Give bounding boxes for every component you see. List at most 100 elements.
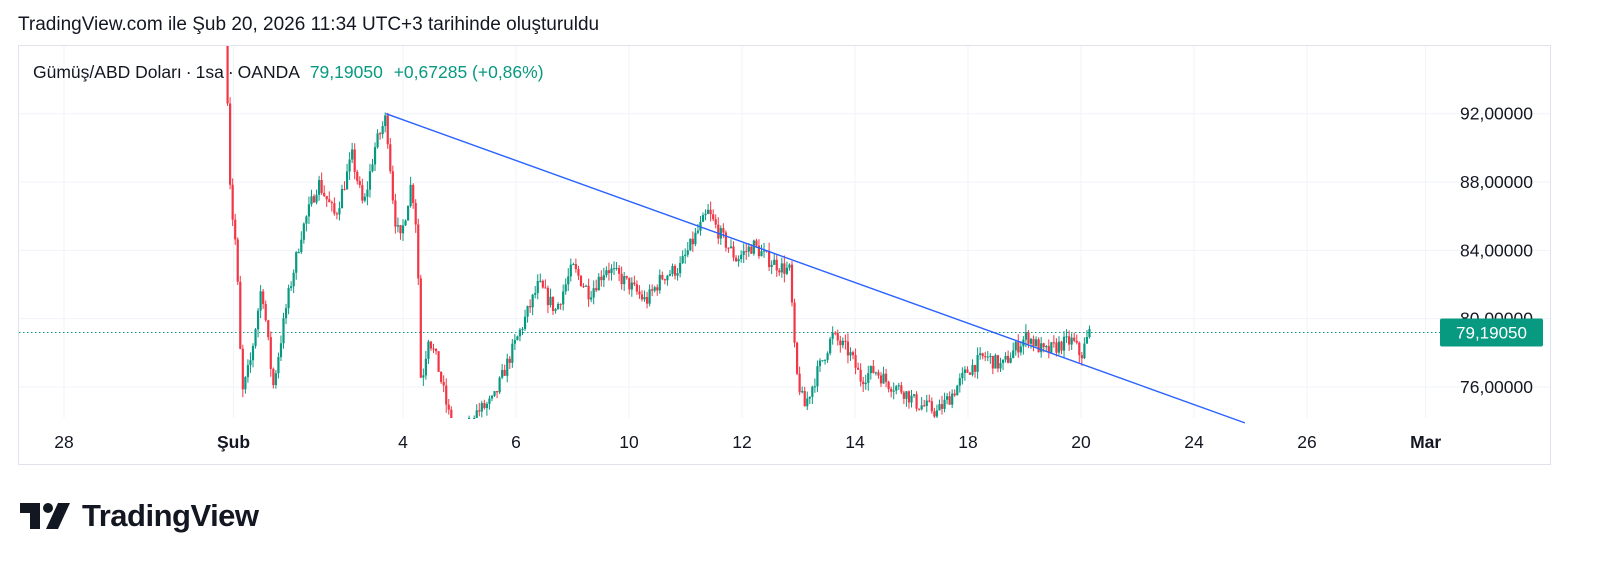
y-tick-label: 84,00000: [1460, 240, 1533, 260]
candle-body: [973, 365, 977, 372]
candle-body: [498, 377, 501, 393]
candle-body: [712, 214, 715, 220]
candle-body: [653, 287, 656, 291]
candle-body: [953, 393, 956, 396]
candle-body: [310, 196, 313, 205]
candle-body: [620, 273, 623, 285]
candle-body: [884, 373, 888, 382]
candle-body: [607, 270, 611, 274]
candle-body: [539, 280, 542, 282]
candle-body: [386, 115, 389, 145]
x-tick-label: 26: [1297, 432, 1316, 452]
candle-body: [1012, 350, 1015, 359]
candle-body: [320, 180, 323, 193]
candle-body: [918, 408, 921, 410]
candle-body: [951, 393, 954, 405]
candle-body: [325, 195, 328, 200]
grid-lines: [19, 46, 1550, 418]
last-price-badge-box: [1440, 318, 1543, 347]
candle-body: [905, 391, 908, 399]
candle-body: [816, 366, 819, 387]
candle-body: [391, 171, 394, 201]
candle-body: [994, 355, 997, 369]
candle-body: [724, 232, 727, 248]
candle-body: [714, 219, 717, 225]
tradingview-logo-icon: [20, 503, 70, 529]
candle-body: [409, 184, 412, 206]
candle-body: [597, 276, 600, 291]
candle-body: [630, 282, 633, 290]
candle-body: [508, 358, 511, 363]
candle-body: [768, 251, 771, 268]
candle-body: [229, 103, 232, 185]
x-tick-label: 4: [398, 432, 408, 452]
candle-body: [729, 246, 733, 248]
candle-body: [447, 404, 450, 410]
candle-body: [371, 164, 374, 172]
candle-body: [821, 360, 824, 362]
candle-body: [556, 304, 560, 310]
candle-body: [231, 184, 234, 220]
candle-body: [356, 171, 359, 182]
candle-body: [938, 404, 941, 411]
candle-body: [1080, 355, 1083, 359]
candle-body: [925, 400, 928, 406]
candle-body: [1024, 332, 1028, 340]
candle-body: [401, 225, 405, 234]
symbol-legend[interactable]: Gümüş/ABD Doları · 1sa · OANDA 79,19050 +0,6…: [33, 62, 544, 83]
x-tick-label: 6: [511, 432, 521, 452]
candle-body: [272, 368, 275, 386]
candle-body: [877, 372, 880, 376]
candle-body: [572, 264, 575, 266]
candle-body: [945, 396, 949, 400]
candle-body: [328, 199, 331, 203]
tradingview-brand[interactable]: TradingView: [20, 498, 259, 534]
candle-body: [526, 306, 529, 317]
candle-body: [829, 338, 832, 354]
candle-body: [503, 369, 506, 376]
candle-body: [551, 296, 555, 311]
candle-body: [241, 348, 244, 390]
candle-body: [900, 385, 903, 393]
candle-body: [826, 353, 829, 360]
candle-body: [727, 247, 730, 249]
candle-body: [981, 353, 984, 357]
candle-body: [473, 418, 476, 419]
legend-interval: 1sa: [195, 62, 224, 82]
x-axis: 28 Şub 4 6 10 12 14 18 20 24 26 Mar: [54, 432, 1441, 452]
candle-body: [854, 355, 857, 368]
candle-body: [399, 225, 402, 234]
candle-body: [483, 403, 486, 409]
candle-body: [251, 346, 255, 361]
candle-body: [394, 200, 397, 227]
candle-body: [836, 333, 839, 341]
candle-body: [317, 180, 321, 195]
candle-body: [846, 341, 850, 356]
candle-body: [429, 341, 433, 349]
candle-body: [442, 381, 445, 386]
candle-body: [991, 356, 994, 369]
candle-body: [1047, 346, 1050, 353]
candle-body: [849, 352, 852, 356]
candle-body: [732, 246, 735, 258]
candle-body: [750, 246, 753, 254]
candle-body: [1073, 337, 1076, 341]
x-tick-label: 24: [1184, 432, 1204, 452]
candle-body: [1017, 341, 1020, 353]
candle-body: [958, 378, 961, 386]
candle-body: [302, 223, 305, 240]
candle-body: [831, 332, 834, 339]
candle-body: [531, 294, 534, 308]
brand-name: TradingView: [82, 498, 259, 533]
candle-body: [559, 304, 562, 306]
candle-body: [419, 278, 422, 378]
candle-body: [1083, 343, 1086, 359]
candle-body: [656, 287, 659, 291]
candle-body: [549, 296, 552, 306]
candle-body: [246, 365, 250, 378]
candle-body: [312, 196, 316, 203]
candle-body: [254, 329, 257, 347]
candle-body: [862, 381, 865, 385]
candle-body: [770, 264, 773, 268]
